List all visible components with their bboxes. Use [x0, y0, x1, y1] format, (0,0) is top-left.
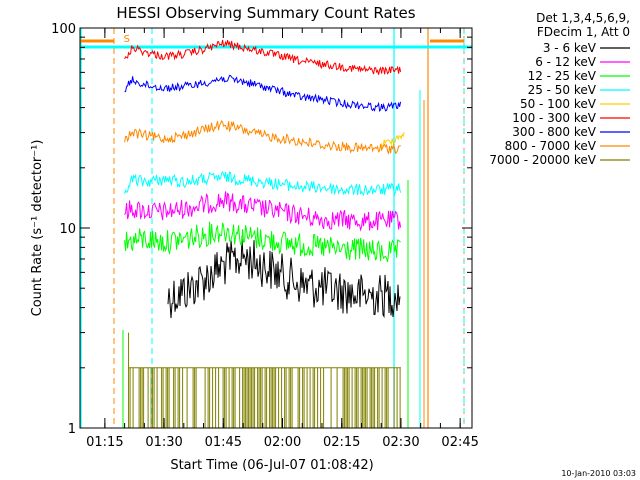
x-tick-label: 01:30	[145, 435, 182, 450]
x-tick-label: 02:30	[382, 435, 419, 450]
x-tick-label: 01:15	[86, 435, 123, 450]
x-axis-label: Start Time (06-Jul-07 01:08:42)	[170, 458, 373, 473]
series-25-50-kev	[124, 170, 402, 197]
legend-entry-label: 300 - 800 keV	[512, 125, 596, 139]
legend-entry-label: 12 - 25 keV	[528, 69, 597, 83]
legend-header-line: FDecim 1, Att 0	[537, 25, 630, 39]
series-300-800-kev	[124, 74, 402, 113]
legend-entry-label: 25 - 50 keV	[528, 83, 597, 97]
series-6-12-kev	[124, 191, 402, 232]
series-100-300-kev	[124, 39, 402, 75]
series-7000-20000-kev	[128, 332, 401, 428]
y-tick-label: 100	[51, 22, 76, 37]
y-tick-label: 1	[68, 422, 76, 437]
annotation-label: S	[124, 34, 130, 45]
series-800-7000-kev	[124, 119, 401, 155]
legend-entry-label: 800 - 7000 keV	[505, 139, 597, 153]
y-axis-label: Count Rate (s⁻¹ detector⁻¹)	[30, 140, 45, 317]
chart-title: HESSI Observing Summary Count Rates	[116, 4, 415, 22]
x-tick-label: 02:15	[323, 435, 360, 450]
series-12-25-kev	[124, 221, 401, 263]
legend-entry-label: 6 - 12 keV	[535, 55, 597, 69]
legend-entry-label: 3 - 6 keV	[543, 41, 597, 55]
series-3-6-kev	[167, 235, 401, 319]
plot-area: S	[80, 28, 472, 428]
axes: 01:15 01:30 01:45 02:00 02:15 02:30 02:45 1 10 10…	[51, 22, 479, 450]
legend-entry-label: 50 - 100 keV	[520, 97, 597, 111]
footer-date: 10-Jan-2010 03:03	[561, 469, 636, 478]
legend-header-line: Det 1,3,4,5,6,9,	[536, 11, 630, 25]
legend-entry-label: 100 - 300 keV	[512, 111, 596, 125]
x-tick-label: 02:45	[441, 435, 478, 450]
y-tick-label: 10	[59, 222, 76, 237]
x-tick-label: 02:00	[264, 435, 301, 450]
legend: Det 1,3,4,5,6,9,FDecim 1, Att 0 3 - 6 keV…	[489, 11, 630, 167]
series-50-100-kev	[380, 131, 405, 148]
legend-entry-label: 7000 - 20000 keV	[489, 153, 596, 167]
x-tick-label: 01:45	[205, 435, 242, 450]
